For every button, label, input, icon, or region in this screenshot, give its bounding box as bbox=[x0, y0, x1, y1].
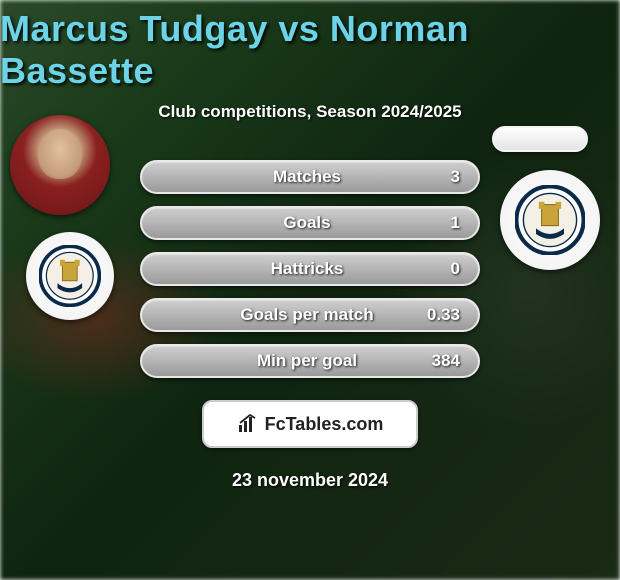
player-photo-left bbox=[10, 115, 110, 215]
season-subtitle: Club competitions, Season 2024/2025 bbox=[158, 102, 461, 122]
stat-label: Hattricks bbox=[190, 259, 424, 279]
stat-value: 0 bbox=[424, 259, 460, 279]
stat-value: 384 bbox=[424, 351, 460, 371]
stat-value: 1 bbox=[424, 213, 460, 233]
chart-icon bbox=[237, 413, 259, 435]
stat-row: Goals 1 bbox=[140, 206, 480, 240]
stat-row: Matches 3 bbox=[140, 160, 480, 194]
stat-row: Min per goal 384 bbox=[140, 344, 480, 378]
stat-label: Min per goal bbox=[190, 351, 424, 371]
brand-badge: FcTables.com bbox=[202, 400, 418, 448]
stat-label: Matches bbox=[190, 167, 424, 187]
stat-label: Goals bbox=[190, 213, 424, 233]
player-pill-right bbox=[492, 126, 588, 152]
club-badge-left bbox=[26, 232, 114, 320]
club-badge-right bbox=[500, 170, 600, 270]
generated-date: 23 november 2024 bbox=[232, 470, 388, 491]
stats-list: Matches 3 Goals 1 Hattricks 0 Goals per … bbox=[140, 160, 480, 378]
stat-value: 0.33 bbox=[424, 305, 460, 325]
stat-row: Goals per match 0.33 bbox=[140, 298, 480, 332]
brand-text: FcTables.com bbox=[265, 414, 384, 435]
comparison-title: Marcus Tudgay vs Norman Bassette bbox=[0, 8, 620, 92]
stat-value: 3 bbox=[424, 167, 460, 187]
stat-row: Hattricks 0 bbox=[140, 252, 480, 286]
stat-label: Goals per match bbox=[190, 305, 424, 325]
